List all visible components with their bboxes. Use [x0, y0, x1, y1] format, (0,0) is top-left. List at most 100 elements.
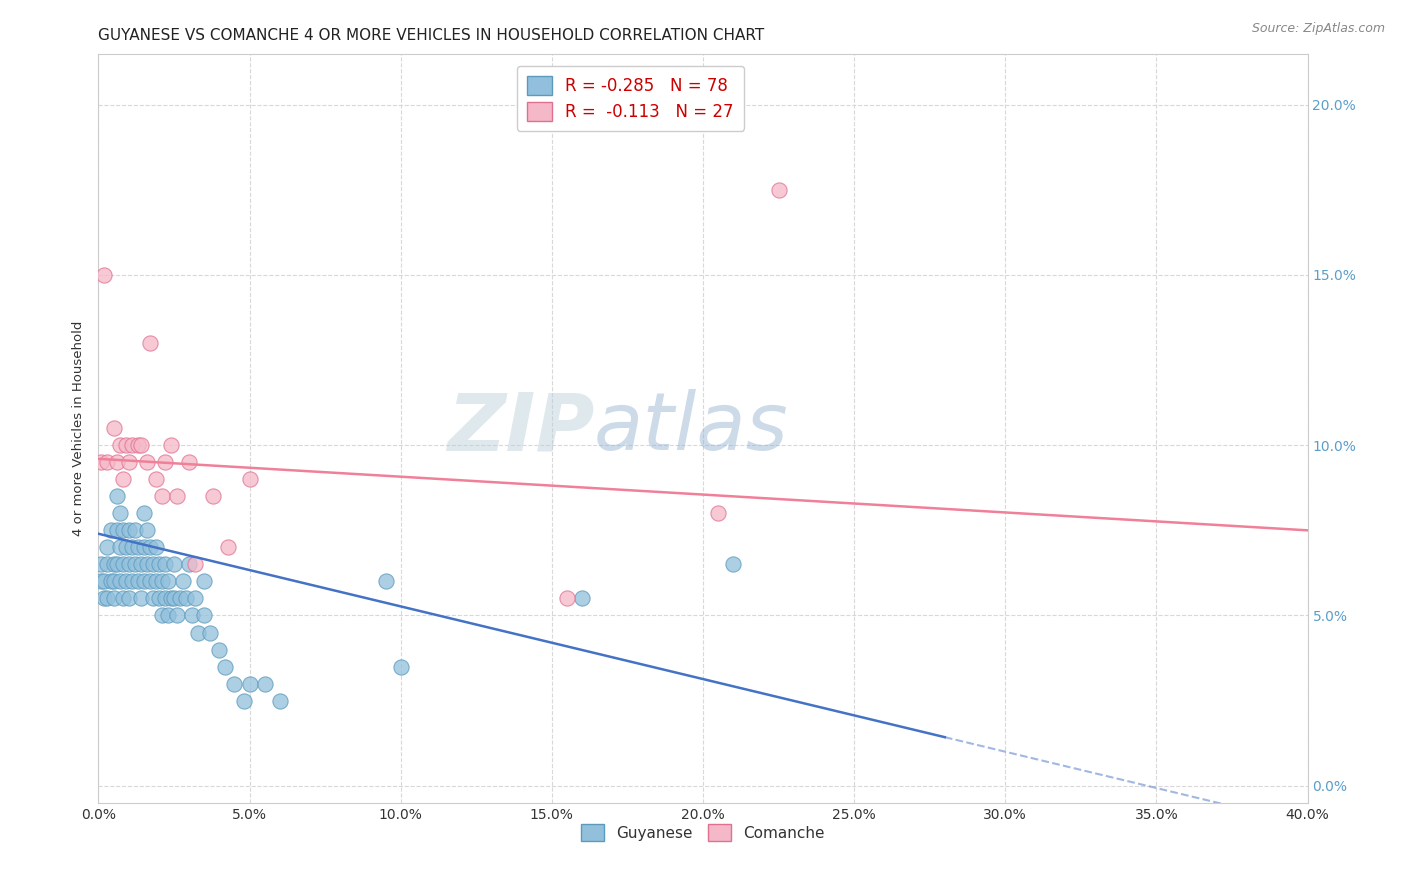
Point	[103, 421, 125, 435]
Point	[118, 558, 141, 572]
Point	[132, 574, 155, 589]
Legend: Guyanese, Comanche: Guyanese, Comanche	[575, 818, 831, 847]
Point	[214, 659, 236, 673]
Point	[118, 524, 141, 538]
Point	[571, 591, 593, 606]
Point	[139, 336, 162, 351]
Point	[555, 591, 578, 606]
Point	[129, 438, 152, 452]
Point	[124, 558, 146, 572]
Point	[148, 591, 170, 606]
Point	[139, 541, 162, 555]
Point	[179, 455, 201, 469]
Point	[105, 558, 128, 572]
Point	[105, 524, 128, 538]
Point	[108, 574, 131, 589]
Point	[118, 455, 141, 469]
Point	[184, 591, 207, 606]
Point	[174, 591, 197, 606]
Point	[202, 489, 225, 503]
Point	[114, 574, 136, 589]
Point	[111, 524, 134, 538]
Point	[124, 524, 146, 538]
Point	[166, 489, 188, 503]
Point	[224, 676, 246, 690]
Point	[105, 489, 128, 503]
Point	[108, 541, 131, 555]
Point	[156, 608, 179, 623]
Point	[135, 558, 157, 572]
Point	[93, 268, 115, 282]
Point	[132, 541, 155, 555]
Point	[150, 574, 173, 589]
Point	[208, 642, 231, 657]
Point	[148, 558, 170, 572]
Point	[239, 472, 262, 486]
Point	[132, 506, 155, 520]
Point	[127, 438, 149, 452]
Point	[768, 183, 790, 197]
Point	[100, 524, 122, 538]
Point	[96, 591, 118, 606]
Point	[269, 693, 291, 707]
Text: GUYANESE VS COMANCHE 4 OR MORE VEHICLES IN HOUSEHOLD CORRELATION CHART: GUYANESE VS COMANCHE 4 OR MORE VEHICLES …	[98, 28, 765, 43]
Point	[163, 558, 186, 572]
Point	[108, 506, 131, 520]
Point	[187, 625, 209, 640]
Point	[239, 676, 262, 690]
Point	[103, 558, 125, 572]
Text: Source: ZipAtlas.com: Source: ZipAtlas.com	[1251, 22, 1385, 36]
Point	[145, 472, 167, 486]
Point	[200, 625, 222, 640]
Point	[135, 524, 157, 538]
Point	[96, 558, 118, 572]
Point	[135, 455, 157, 469]
Point	[121, 541, 143, 555]
Point	[181, 608, 204, 623]
Point	[142, 558, 165, 572]
Point	[90, 574, 112, 589]
Point	[127, 541, 149, 555]
Point	[169, 591, 191, 606]
Point	[150, 489, 173, 503]
Point	[90, 455, 112, 469]
Point	[111, 591, 134, 606]
Point	[139, 574, 162, 589]
Point	[103, 591, 125, 606]
Point	[127, 574, 149, 589]
Point	[156, 574, 179, 589]
Point	[179, 558, 201, 572]
Point	[160, 438, 183, 452]
Point	[96, 541, 118, 555]
Point	[90, 558, 112, 572]
Point	[121, 574, 143, 589]
Point	[114, 438, 136, 452]
Point	[153, 558, 176, 572]
Point	[129, 558, 152, 572]
Text: atlas: atlas	[595, 389, 789, 467]
Point	[103, 574, 125, 589]
Point	[232, 693, 254, 707]
Point	[707, 506, 730, 520]
Point	[129, 591, 152, 606]
Point	[193, 608, 215, 623]
Point	[184, 558, 207, 572]
Point	[217, 541, 239, 555]
Point	[166, 608, 188, 623]
Point	[374, 574, 396, 589]
Point	[145, 574, 167, 589]
Point	[163, 591, 186, 606]
Point	[153, 455, 176, 469]
Point	[111, 472, 134, 486]
Y-axis label: 4 or more Vehicles in Household: 4 or more Vehicles in Household	[72, 320, 86, 536]
Point	[108, 438, 131, 452]
Point	[114, 541, 136, 555]
Point	[96, 455, 118, 469]
Point	[111, 558, 134, 572]
Point	[121, 438, 143, 452]
Point	[93, 574, 115, 589]
Point	[172, 574, 194, 589]
Point	[160, 591, 183, 606]
Point	[389, 659, 412, 673]
Point	[150, 608, 173, 623]
